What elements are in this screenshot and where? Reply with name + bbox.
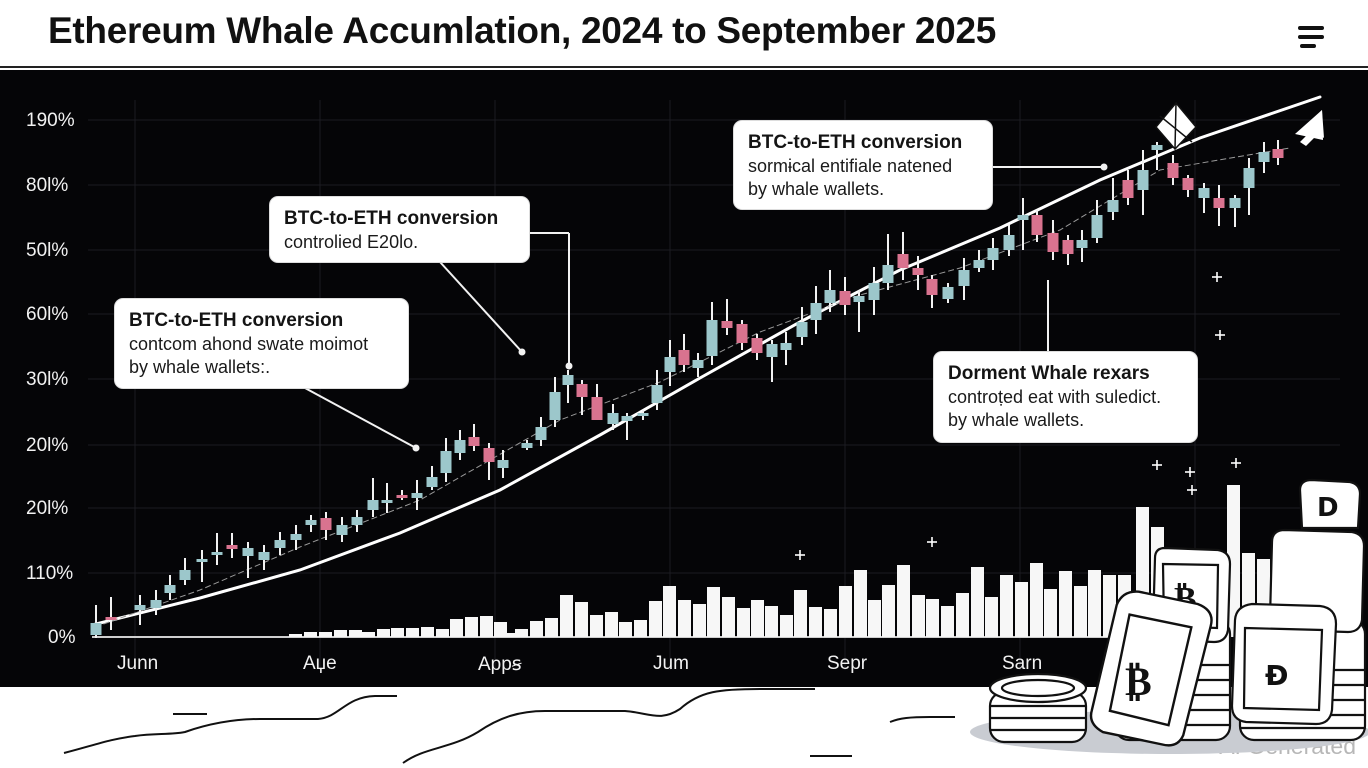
chart-panel: 190% 80l% 50l% 60l% 30l% 20l% 20l% 110% … xyxy=(0,70,1368,687)
annotation-callout: Dorment Whale rexars controṭed eat with … xyxy=(934,352,1197,442)
x-tick-label: Appꞩ xyxy=(478,654,522,675)
trendline xyxy=(90,95,1322,627)
x-tick-label: Aџe xyxy=(303,653,337,674)
page-title: Ethereum Whale Accumlation, 2024 to Sept… xyxy=(48,10,997,51)
y-tick-label: 30l% xyxy=(26,369,69,390)
y-tick-label: 110% xyxy=(26,563,74,584)
callout-text: by whale wallets. xyxy=(948,410,1085,430)
svg-text:D: D xyxy=(1317,493,1339,523)
candles xyxy=(90,140,1284,638)
annotation-callout: BTC-to-ETH conversion controlied E20lo. xyxy=(270,197,529,262)
x-tick-label: Sarn xyxy=(1002,653,1043,674)
up-arrow-icon xyxy=(1295,110,1324,146)
callout-text: sormɨcal entifiale natened xyxy=(748,156,953,176)
coin-stack-icon xyxy=(988,672,1088,744)
hamburger-menu-icon[interactable] xyxy=(1296,24,1330,50)
y-tick-label: 0% xyxy=(48,627,76,648)
ethereum-diamond-icon xyxy=(1155,101,1198,151)
y-tick-label: 20l% xyxy=(26,435,69,456)
bitcoin-coin-icon: ₿ xyxy=(1089,590,1213,747)
callout-connectors xyxy=(304,163,1108,452)
callout-title: BTC-to-ETH conversion xyxy=(129,310,344,331)
header: Ethereum Whale Accumlation, 2024 to Sept… xyxy=(0,0,1368,68)
y-tick-label: 60l% xyxy=(26,304,69,325)
x-tick-label: Sepr xyxy=(827,653,868,674)
y-tick-label: 80l% xyxy=(26,175,69,196)
callout-title: Dorment Whale rexars xyxy=(948,363,1150,384)
y-tick-label: 50l% xyxy=(26,240,69,261)
coin-stack-illustration: ₿ ₿ D Ð xyxy=(970,478,1368,754)
y-tick-label: 190% xyxy=(26,110,75,131)
annotation-callout: BTC-to-ETH conversion contcom ahond swat… xyxy=(115,299,408,388)
volume-bars xyxy=(289,485,1270,637)
callout-text: by whale wallets. xyxy=(748,179,885,199)
y-tick-label: 20l% xyxy=(26,498,69,519)
callout-title: BTC-to-ETH conversion xyxy=(748,132,963,153)
decorative-squiggles xyxy=(63,688,955,764)
callout-text: controṭed eat with suledict. xyxy=(948,387,1162,407)
x-tick-label: Jum xyxy=(653,653,689,674)
coin-symbol-icon: Ð xyxy=(1265,659,1288,692)
callout-title: BTC-to-ETH conversion xyxy=(284,208,499,229)
callout-text: controlied E20lo. xyxy=(284,232,419,252)
annotation-callout: BTC-to-ETH conversion sormɨcal entifiale… xyxy=(734,121,992,209)
moving-average-line xyxy=(94,147,1291,628)
sparkle-icons xyxy=(795,272,1241,560)
bitcoin-icon: ₿ xyxy=(1125,658,1152,705)
crypto-coin-stack-icon: D Ð xyxy=(1230,478,1367,742)
callout-text: by whale wallets:. xyxy=(129,357,271,377)
x-tick-label: Junn xyxy=(117,653,159,674)
callout-text: contcom ahond swate moimot xyxy=(129,334,369,354)
